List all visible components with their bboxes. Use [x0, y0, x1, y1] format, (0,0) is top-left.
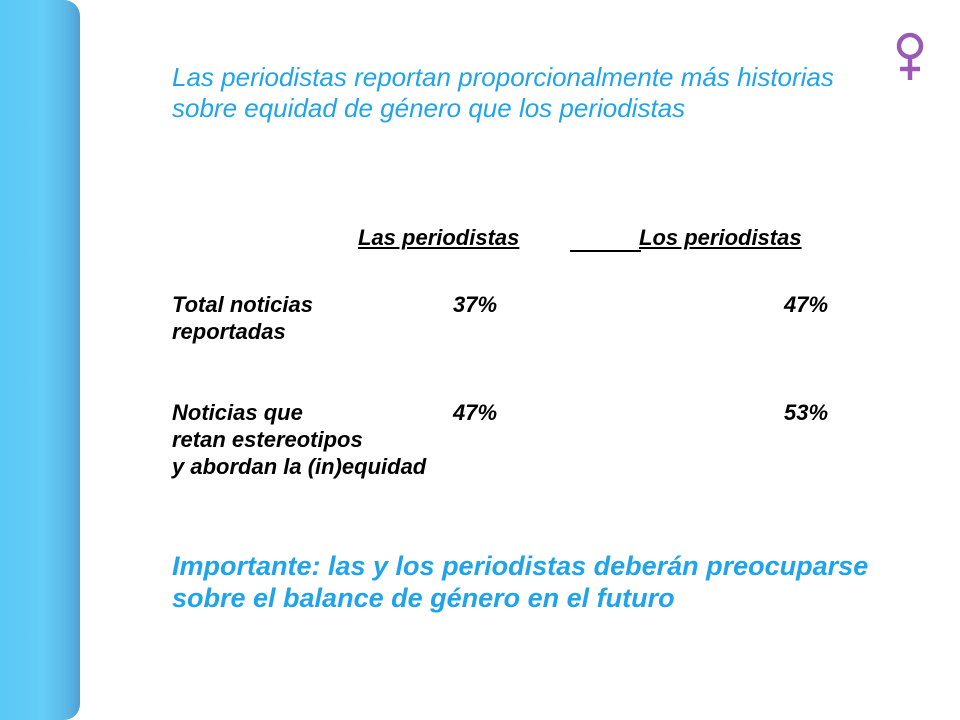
column-header-men: Los periodistas [639, 225, 802, 250]
column-header-women: Las periodistas [358, 225, 520, 250]
row-label-text: Noticias que retan estereotipos y aborda… [172, 400, 427, 479]
row-label-total: Total noticias reportadas [172, 291, 512, 345]
decorative-side-bar [0, 0, 80, 720]
header-underline [570, 250, 641, 252]
table-header: Las periodistas Los periodistas [172, 224, 862, 254]
slide-title: Las periodistas reportan proporcionalmen… [172, 62, 834, 123]
row-label-text: Total noticias reportadas [172, 292, 313, 344]
table-row-stereotypes: Noticias que retan estereotipos y aborda… [172, 399, 862, 480]
value-women-total: 37% [453, 292, 498, 317]
important-note: Importante: las y los periodistas deberá… [172, 551, 869, 613]
female-symbol-icon [896, 32, 924, 80]
table-row-total: Total noticias reportadas 37% 47% [172, 291, 862, 345]
stats-table: Las periodistas Los periodistas Total no… [172, 224, 862, 480]
row-label-stereotypes: Noticias que retan estereotipos y aborda… [172, 399, 512, 480]
value-men-total: 47% [784, 292, 829, 317]
value-women-stereotypes: 47% [453, 400, 498, 425]
value-men-stereotypes: 53% [784, 400, 829, 425]
